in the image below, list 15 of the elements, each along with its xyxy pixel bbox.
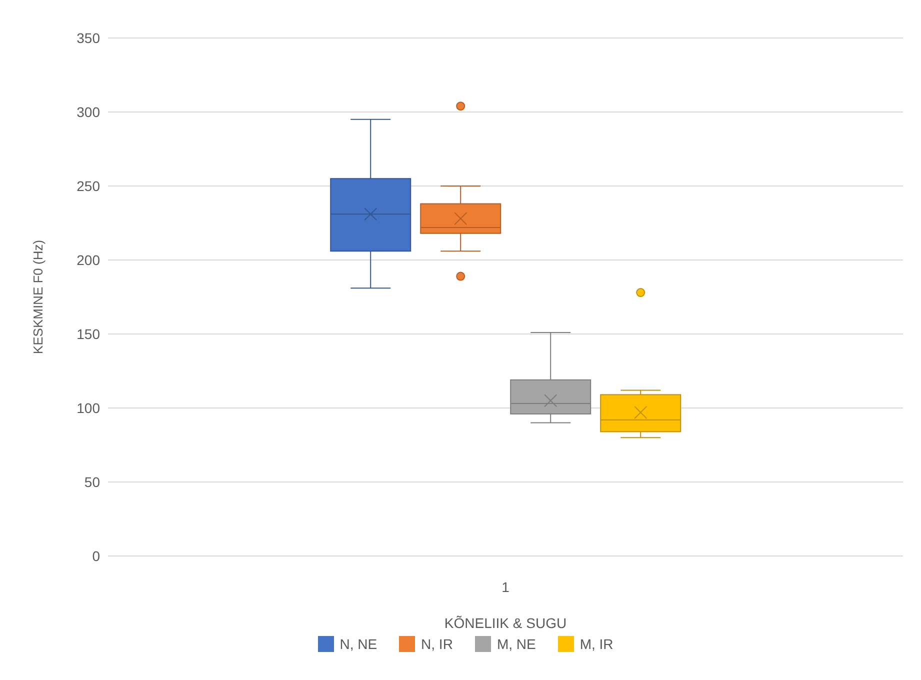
y-axis-title: KESKMINE F0 (Hz) bbox=[30, 240, 46, 354]
y-tick-label: 150 bbox=[76, 326, 100, 342]
y-tick-label: 300 bbox=[76, 104, 100, 120]
legend-label: M, IR bbox=[578, 636, 614, 652]
y-tick-label: 50 bbox=[84, 474, 100, 490]
y-tick-label: 0 bbox=[92, 548, 100, 564]
legend-label: M, NE bbox=[496, 636, 536, 652]
x-axis-title: KÕNELIIK & SUGU bbox=[444, 615, 567, 631]
y-tick-label: 250 bbox=[76, 178, 100, 194]
legend-label: N, IR bbox=[420, 636, 453, 652]
y-tick-label: 200 bbox=[76, 252, 100, 268]
y-tick-label: 350 bbox=[76, 30, 100, 46]
legend-label: N, NE bbox=[338, 636, 378, 652]
x-tick-label: 1 bbox=[502, 578, 510, 595]
y-tick-label: 100 bbox=[76, 400, 100, 416]
